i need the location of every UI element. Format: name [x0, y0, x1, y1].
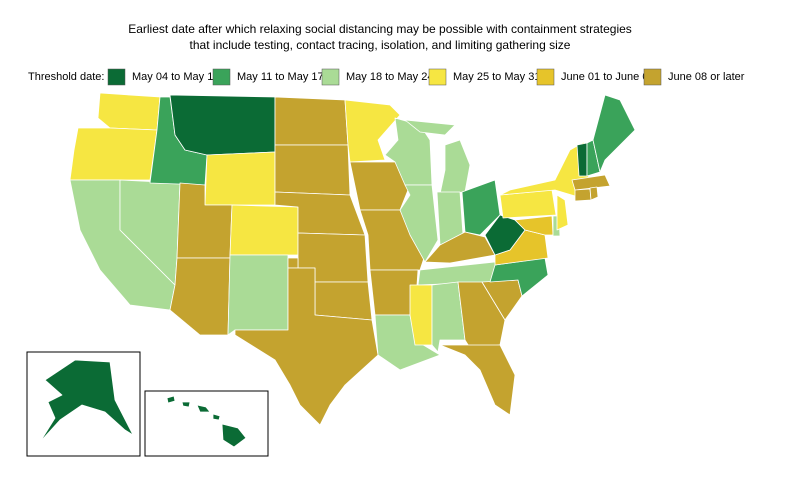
- state: [39, 359, 134, 443]
- state: [461, 179, 501, 236]
- legend-label: May 25 to May 31: [453, 71, 540, 83]
- state: [69, 127, 158, 181]
- state: [592, 94, 636, 173]
- state: [589, 186, 599, 201]
- state: [227, 254, 289, 336]
- legend-label: May 04 to May 10: [132, 71, 219, 83]
- title-line: Earliest date after which relaxing socia…: [128, 22, 632, 36]
- state: [212, 413, 221, 421]
- state: [409, 284, 433, 346]
- legend-swatch: [643, 68, 662, 86]
- state: [571, 174, 611, 191]
- legend-swatch: [428, 68, 447, 86]
- state: [424, 231, 496, 264]
- legend-swatch: [536, 68, 555, 86]
- state: [166, 395, 176, 404]
- state: [399, 184, 439, 263]
- state: [234, 267, 379, 426]
- legend-label: May 18 to May 24: [346, 71, 433, 83]
- state: [229, 204, 299, 256]
- legend-label: May 11 to May 17: [237, 71, 324, 83]
- legend-label: June 08 or later: [668, 71, 745, 83]
- state: [576, 142, 588, 177]
- states: [39, 92, 636, 448]
- state: [196, 404, 211, 413]
- state: [349, 161, 411, 211]
- state: [514, 215, 554, 236]
- state: [556, 194, 569, 231]
- state: [439, 139, 471, 195]
- legend-swatch: [212, 68, 231, 86]
- state: [221, 423, 247, 448]
- legend-title: Threshold date:: [28, 71, 104, 83]
- legend-label: June 01 to June 07: [561, 71, 655, 83]
- alaska-inset: [26, 351, 141, 457]
- legend: May 04 to May 10 May 11 to May 17 May 18 t…: [107, 68, 745, 86]
- legend-swatch: [107, 68, 126, 86]
- state: [204, 151, 276, 206]
- state: [439, 344, 516, 416]
- state: [344, 99, 401, 163]
- state: [274, 96, 349, 146]
- state: [574, 188, 592, 202]
- title-line: that include testing, contact tracing, i…: [190, 38, 571, 52]
- state: [274, 144, 351, 196]
- state: [97, 92, 161, 131]
- legend-swatch: [321, 68, 340, 86]
- state: [404, 119, 456, 136]
- state: [169, 257, 231, 336]
- state: [169, 94, 276, 156]
- hawaii-inset: [144, 390, 269, 457]
- state: [181, 401, 191, 408]
